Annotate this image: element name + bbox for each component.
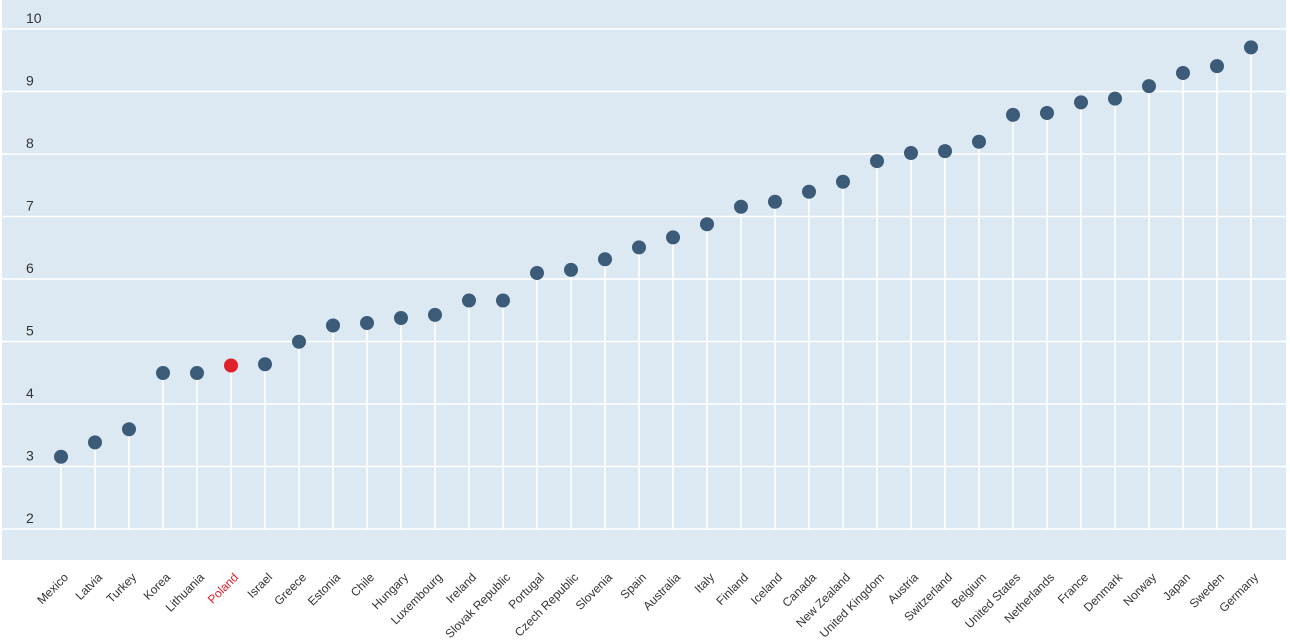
point-luxembourg bbox=[428, 307, 442, 322]
gridlines bbox=[2, 28, 1286, 530]
point-estonia bbox=[326, 318, 340, 333]
point-chile bbox=[360, 316, 374, 330]
x-tick-label-australia: Australia bbox=[640, 570, 683, 613]
point-portugal bbox=[530, 266, 544, 280]
x-tick-label-finland: Finland bbox=[713, 570, 751, 608]
y-tick-label-6: 6 bbox=[26, 260, 34, 276]
x-tick-label-italy: Italy bbox=[692, 570, 717, 595]
point-japan bbox=[1176, 66, 1190, 80]
point-united-states bbox=[1006, 107, 1020, 122]
y-tick-label-4: 4 bbox=[26, 385, 34, 401]
point-canada bbox=[802, 184, 816, 199]
point-slovenia bbox=[598, 252, 612, 267]
point-czech-republic bbox=[564, 262, 578, 277]
y-tick-label-10: 10 bbox=[26, 10, 42, 26]
point-korea bbox=[156, 366, 170, 380]
point-united-kingdom bbox=[870, 154, 884, 169]
point-lithuania bbox=[190, 366, 204, 380]
point-finland bbox=[734, 199, 748, 214]
point-sweden bbox=[1210, 59, 1224, 74]
x-tick-label-poland: Poland bbox=[205, 570, 241, 606]
point-germany bbox=[1244, 40, 1258, 55]
x-tick-label-spain: Spain bbox=[618, 570, 650, 602]
point-belgium bbox=[972, 134, 986, 149]
x-tick-label-turkey: Turkey bbox=[104, 570, 140, 606]
x-tick-label-mexico: Mexico bbox=[34, 570, 71, 607]
point-slovak-republic bbox=[496, 293, 510, 308]
point-mexico bbox=[54, 449, 68, 464]
x-tick-label-greece: Greece bbox=[271, 570, 309, 608]
point-ireland bbox=[462, 293, 476, 308]
x-tick-label-israel: Israel bbox=[244, 570, 275, 601]
y-tick-label-5: 5 bbox=[26, 323, 34, 339]
y-tick-label-9: 9 bbox=[26, 73, 34, 89]
point-switzerland bbox=[938, 144, 952, 159]
x-tick-label-norway: Norway bbox=[1120, 570, 1159, 609]
point-turkey bbox=[122, 422, 136, 437]
y-tick-label-7: 7 bbox=[26, 198, 34, 214]
y-axis-tick-labels: 2 3 4 5 6 7 8 9 10 bbox=[26, 10, 42, 526]
point-australia bbox=[666, 230, 680, 245]
point-israel bbox=[258, 357, 272, 372]
point-norway bbox=[1142, 79, 1156, 94]
x-tick-label-latvia: Latvia bbox=[73, 570, 106, 603]
point-latvia bbox=[88, 435, 102, 450]
point-denmark bbox=[1108, 91, 1122, 106]
x-tick-label-estonia: Estonia bbox=[305, 570, 343, 608]
point-spain bbox=[632, 240, 646, 255]
stems bbox=[60, 47, 1252, 530]
point-iceland bbox=[768, 194, 782, 209]
point-hungary bbox=[394, 311, 408, 325]
point-italy bbox=[700, 217, 714, 232]
point-poland bbox=[224, 358, 238, 373]
y-tick-label-2: 2 bbox=[26, 510, 34, 526]
point-netherlands bbox=[1040, 106, 1054, 120]
x-tick-label-denmark: Denmark bbox=[1081, 570, 1126, 615]
data-points bbox=[54, 40, 1258, 464]
y-tick-label-8: 8 bbox=[26, 135, 34, 151]
point-new-zealand bbox=[836, 174, 850, 189]
x-tick-label-chile: Chile bbox=[348, 570, 377, 599]
y-tick-label-3: 3 bbox=[26, 448, 34, 464]
x-tick-label-iceland: Iceland bbox=[748, 570, 785, 607]
point-austria bbox=[904, 146, 918, 160]
x-tick-label-slovenia: Slovenia bbox=[573, 570, 616, 613]
point-greece bbox=[292, 334, 306, 349]
plot-background bbox=[2, 0, 1286, 560]
point-france bbox=[1074, 95, 1088, 110]
